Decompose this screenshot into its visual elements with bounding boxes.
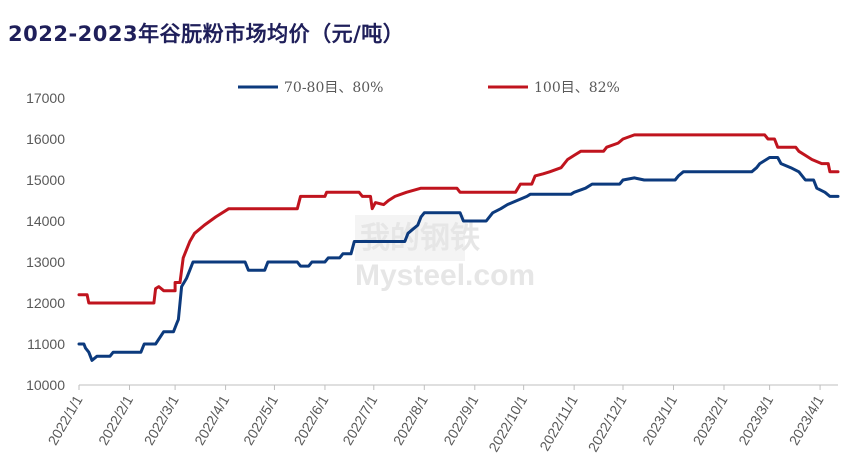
legend-label-100: 100目、82% <box>534 80 620 96</box>
series-line-70-80 <box>77 156 840 362</box>
x-tick-label: 2022/8/1 <box>390 392 431 447</box>
mysteel-watermark: 我的钢铁 Mysteel.com <box>355 215 535 292</box>
chart-title: 2022-2023年谷朊粉市场均价（元/吨） <box>8 22 405 46</box>
x-tick-label: 2023/2/1 <box>689 392 730 447</box>
x-tick-label: 2022/12/1 <box>585 392 630 454</box>
x-tick-label: 2022/3/1 <box>141 392 182 447</box>
x-tick-label: 2022/11/1 <box>536 392 581 453</box>
x-tick-label: 2023/4/1 <box>786 392 827 447</box>
y-tick-label: 14000 <box>26 213 65 229</box>
x-tick-label: 2022/6/1 <box>290 392 331 447</box>
series-line-100 <box>77 133 840 305</box>
x-tick-label: 2023/1/1 <box>639 392 680 447</box>
legend-label-70-80: 70-80目、80% <box>284 80 383 96</box>
x-tick-label: 2023/3/1 <box>735 392 776 447</box>
y-tick-label: 13000 <box>26 254 65 270</box>
watermark-cn-text: 我的钢铁 <box>360 222 480 255</box>
x-tick-label: 2022/2/1 <box>95 392 136 447</box>
y-tick-label: 17000 <box>26 90 65 106</box>
x-tick-label: 2022/1/1 <box>44 392 85 447</box>
y-tick-label: 10000 <box>26 377 65 393</box>
legend: 70-80目、80% 100目、82% <box>238 80 620 96</box>
watermark-logo-block <box>355 215 465 261</box>
chart-series <box>77 133 840 362</box>
y-tick-label: 15000 <box>26 172 65 188</box>
x-tick-label: 2022/7/1 <box>339 392 380 447</box>
y-tick-label: 12000 <box>26 295 65 311</box>
x-tick-label: 2022/9/1 <box>440 392 481 447</box>
y-tick-label: 16000 <box>26 131 65 147</box>
watermark-en-text: Mysteel.com <box>355 259 535 292</box>
x-tick-label: 2022/5/1 <box>240 392 281 447</box>
y-tick-label: 11000 <box>27 336 65 352</box>
x-tick-label: 2022/4/1 <box>191 392 232 447</box>
x-tick-label: 2022/10/1 <box>485 392 530 454</box>
